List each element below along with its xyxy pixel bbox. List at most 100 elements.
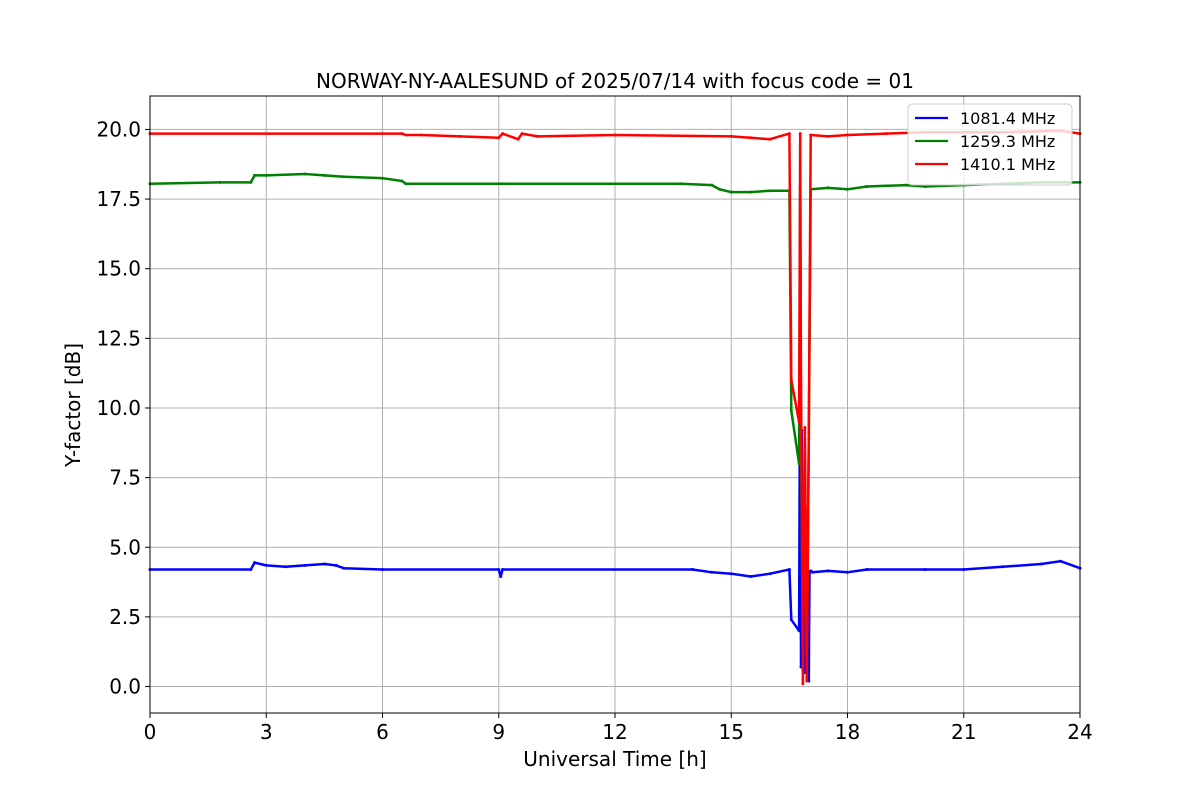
- data-point: [805, 679, 809, 683]
- y-tick-label: 2.5: [109, 605, 141, 629]
- data-point: [826, 134, 830, 138]
- legend-item: 1081.4 MHz: [915, 109, 1055, 128]
- y-tick-label: 10.0: [96, 396, 141, 420]
- data-point: [253, 561, 257, 565]
- data-point: [846, 570, 849, 574]
- data-point: [923, 568, 927, 571]
- legend-item: 1259.3 MHz: [915, 132, 1055, 151]
- data-point: [218, 180, 222, 184]
- data-point: [865, 568, 869, 571]
- data-point: [749, 575, 753, 578]
- y-tick-label: 15.0: [96, 257, 141, 281]
- data-point: [249, 180, 253, 184]
- data-point: [458, 134, 462, 138]
- y-tick-label: 0.0: [109, 675, 141, 699]
- data-point: [865, 185, 869, 188]
- data-point: [826, 569, 830, 573]
- x-tick-label: 6: [376, 720, 389, 744]
- x-tick-label: 24: [1067, 720, 1092, 744]
- data-point: [797, 462, 801, 466]
- data-point: [499, 575, 503, 578]
- data-point: [797, 420, 801, 424]
- data-point: [729, 190, 733, 194]
- data-point: [710, 183, 714, 187]
- data-point: [679, 182, 683, 186]
- y-tick-label: 5.0: [109, 535, 141, 559]
- x-tick-label: 12: [602, 720, 627, 744]
- data-point: [809, 133, 813, 137]
- data-point: [381, 568, 384, 571]
- data-point: [264, 173, 268, 177]
- data-point: [789, 618, 793, 622]
- x-tick-label: 18: [835, 720, 860, 744]
- y-tick-label: 12.5: [96, 326, 141, 350]
- data-point: [284, 565, 288, 569]
- data-point: [691, 568, 694, 571]
- data-point: [801, 682, 805, 686]
- data-point: [501, 568, 505, 571]
- x-tick-label: 0: [144, 720, 157, 744]
- data-point: [729, 572, 733, 576]
- data-point: [846, 133, 849, 137]
- data-point: [798, 132, 802, 136]
- data-point: [497, 182, 501, 186]
- data-point: [846, 187, 849, 191]
- data-point: [1059, 559, 1063, 563]
- data-point: [729, 134, 733, 138]
- series-layer: [148, 129, 1082, 686]
- x-axis-label: Universal Time [h]: [523, 747, 706, 771]
- chart-title: NORWAY-NY-AALESUND of 2025/07/14 with fo…: [316, 69, 914, 93]
- legend-label: 1259.3 MHz: [960, 132, 1055, 151]
- data-point: [613, 133, 617, 137]
- x-tick-label: 9: [492, 720, 505, 744]
- data-point: [718, 187, 722, 191]
- legend-label: 1410.1 MHz: [960, 155, 1055, 174]
- data-point: [322, 562, 326, 566]
- data-point: [1039, 562, 1043, 566]
- legend-box: [907, 103, 1073, 186]
- data-point: [787, 132, 791, 136]
- data-point: [400, 132, 404, 136]
- data-point: [303, 563, 307, 567]
- data-point: [768, 572, 772, 576]
- data-point: [497, 568, 501, 571]
- data-point: [404, 182, 408, 186]
- x-tick-label: 3: [260, 720, 273, 744]
- y-axis-label: Y-factor [dB]: [61, 343, 85, 468]
- y-tick-label: 7.5: [109, 466, 141, 490]
- data-point: [501, 132, 505, 136]
- data-point: [322, 173, 326, 177]
- x-axis: 0 3 6 9 12 15 18 21 24: [144, 713, 1093, 744]
- series-3: [148, 129, 1082, 686]
- data-point: [768, 137, 772, 141]
- data-point: [904, 183, 908, 187]
- legend-label: 1081.4 MHz: [960, 109, 1055, 128]
- data-point: [799, 384, 803, 388]
- data-point: [962, 568, 966, 571]
- data-point: [807, 431, 811, 435]
- data-point: [787, 568, 791, 571]
- data-point: [923, 185, 927, 188]
- data-point: [381, 176, 384, 180]
- data-point: [789, 378, 793, 382]
- data-point: [749, 190, 753, 194]
- data-point: [826, 186, 830, 190]
- data-point: [264, 563, 268, 567]
- y-tick-label: 17.5: [96, 187, 141, 211]
- data-point: [303, 172, 307, 176]
- data-point: [1001, 565, 1004, 569]
- data-point: [253, 173, 257, 177]
- x-tick-label: 21: [951, 720, 976, 744]
- data-point: [497, 136, 501, 140]
- data-point: [520, 132, 524, 136]
- data-point: [811, 570, 815, 574]
- data-point: [749, 136, 753, 140]
- data-point: [884, 132, 888, 136]
- legend-item: 1410.1 MHz: [915, 155, 1055, 174]
- data-point: [803, 426, 807, 429]
- data-point: [536, 134, 539, 138]
- data-point: [342, 175, 346, 179]
- data-point: [768, 189, 772, 193]
- y-tick-label: 20.0: [96, 117, 141, 141]
